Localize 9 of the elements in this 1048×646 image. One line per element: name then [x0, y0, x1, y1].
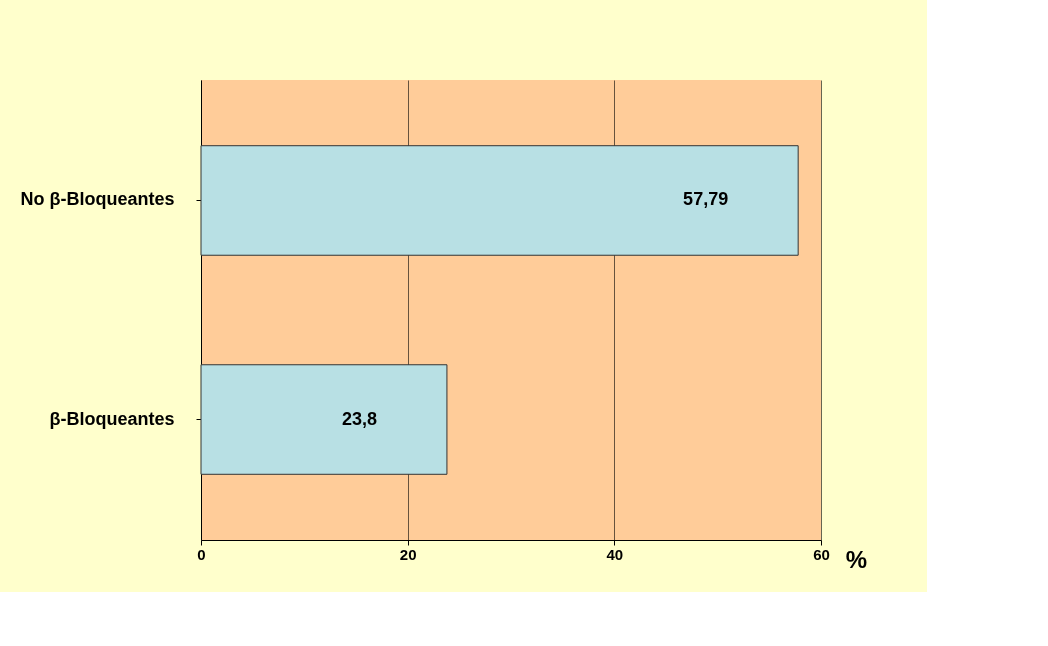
x-tick-label: 40	[606, 545, 624, 563]
x-tick-label: 60	[813, 545, 830, 563]
y-tick-label: No β-Bloqueantes	[20, 189, 175, 210]
x-tick-label: 20	[399, 545, 417, 563]
data-label: 23,8	[341, 408, 377, 429]
x-axis-title: %	[845, 545, 868, 573]
data-label: 57,79	[683, 189, 729, 210]
x-tick-label: 0	[197, 545, 206, 563]
y-tick-label: β-Bloqueantes	[49, 408, 175, 429]
